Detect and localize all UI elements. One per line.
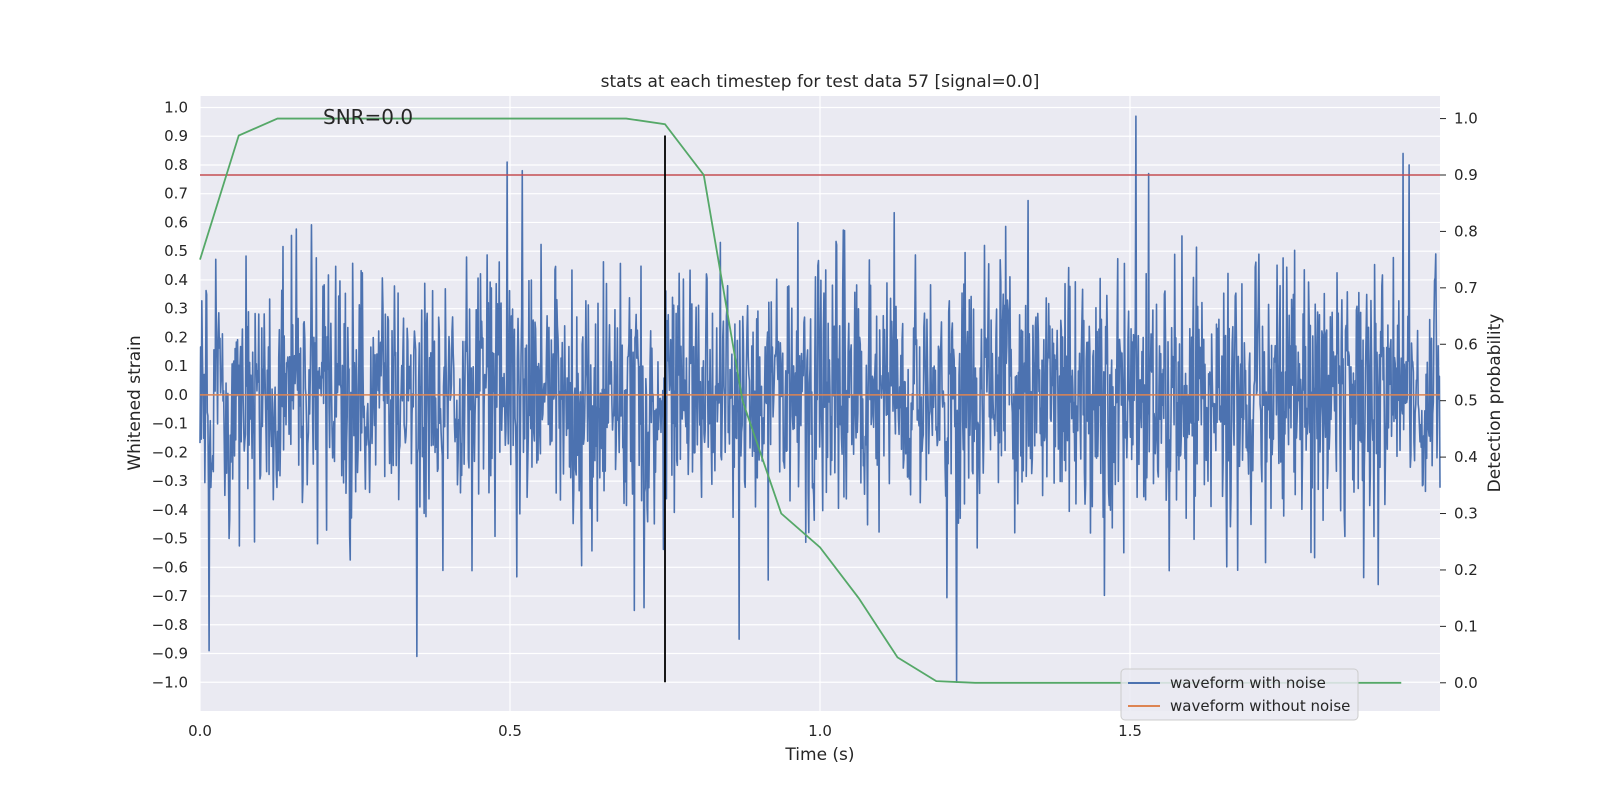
legend-box <box>1120 668 1359 721</box>
legend-label-clean: waveform without noise <box>1170 697 1350 715</box>
y-tick-label: 0.9 <box>164 127 188 145</box>
y-tick-label: 0.2 <box>164 328 188 346</box>
legend-label-noise: waveform with noise <box>1170 674 1326 692</box>
snr-annotation: SNR=0.0 <box>323 105 413 129</box>
y2-tick-label: 0.4 <box>1454 448 1478 466</box>
y-axis-label: Whitened strain <box>125 335 145 470</box>
y-tick-label: 0.8 <box>164 156 188 174</box>
y-tick-label: 0.0 <box>164 386 188 404</box>
x-axis-label: Time (s) <box>784 745 854 765</box>
x-tick-label: 1.0 <box>808 722 832 740</box>
y2-tick-label: 0.7 <box>1454 279 1478 297</box>
y-tick-label: −0.8 <box>152 616 188 634</box>
y-tick-label: 1.0 <box>164 98 188 116</box>
waveform-with-noise-line <box>199 115 1441 684</box>
y-tick-label: −1.0 <box>152 673 188 691</box>
y2-tick-label: 0.3 <box>1454 505 1478 523</box>
x-tick-label: 0.0 <box>188 722 212 740</box>
y2-tick-label: 0.8 <box>1454 222 1478 240</box>
y-tick-label: 0.4 <box>164 271 188 289</box>
y-tick-label: −0.5 <box>152 530 188 548</box>
y2-tick-label: 0.5 <box>1454 392 1478 410</box>
y-tick-label: −0.6 <box>152 558 188 576</box>
y2-tick-label: 0.9 <box>1454 166 1478 184</box>
chart-title: stats at each timestep for test data 57 … <box>601 72 1040 92</box>
y-tick-label: −0.1 <box>152 415 188 433</box>
y2-axis-label: Detection probability <box>1485 314 1505 493</box>
ticks: 0.0 0.5 1.0 1.5 1.0 0.9 0.8 0.7 0.6 0.5 0.4 0.3 0.2 0… <box>152 98 1478 740</box>
y-tick-label: −0.9 <box>152 645 188 663</box>
y-tick-label: 0.7 <box>164 185 188 203</box>
y-tick-label: 0.3 <box>164 300 188 318</box>
y2-tick-label: 0.6 <box>1454 335 1478 353</box>
y-tick-label: −0.2 <box>152 443 188 461</box>
y2-tick-label: 0.1 <box>1454 617 1478 635</box>
x-tick-label: 1.5 <box>1118 722 1142 740</box>
y2-tick-label: 0.0 <box>1454 674 1478 692</box>
x-tick-label: 0.5 <box>498 722 522 740</box>
legend: waveform with noise waveform without noi… <box>1120 668 1359 721</box>
y-tick-label: −0.3 <box>152 472 188 490</box>
y-tick-label: 0.1 <box>164 357 188 375</box>
y-tick-label: 0.6 <box>164 213 188 231</box>
y-tick-label: −0.4 <box>152 501 188 519</box>
y2-tick-label: 0.2 <box>1454 561 1478 579</box>
y-tick-label: −0.7 <box>152 587 188 605</box>
y2-tick-label: 1.0 <box>1454 110 1478 128</box>
y-tick-label: 0.5 <box>164 242 188 260</box>
